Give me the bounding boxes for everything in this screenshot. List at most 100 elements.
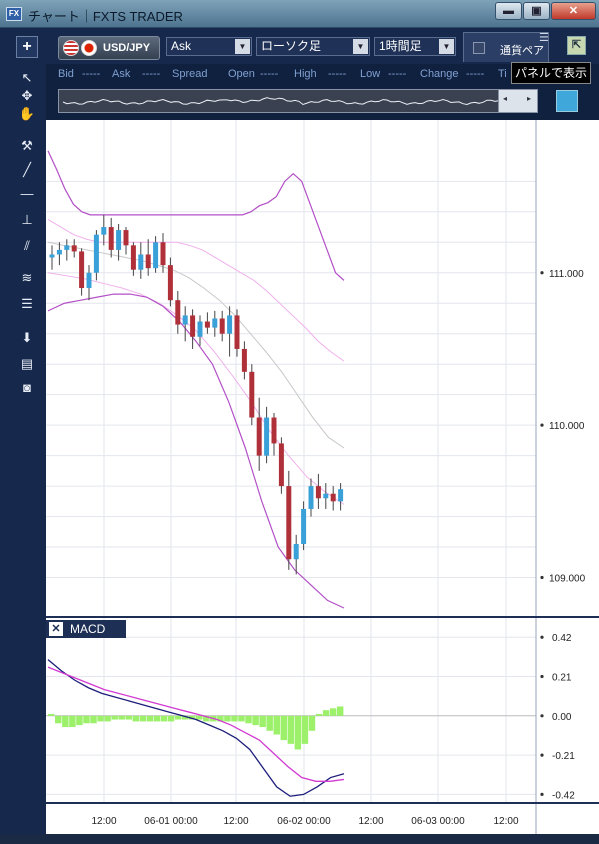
candle-body — [138, 254, 144, 270]
histogram-bar — [287, 715, 295, 744]
x-tick-label: 12:00 — [91, 816, 116, 827]
candle-body — [212, 318, 218, 328]
open-label: Open — [228, 68, 255, 80]
panel-checkbox[interactable] — [473, 42, 485, 54]
menu-icon[interactable]: ☰ — [539, 32, 549, 44]
x-tick-label: 12:00 — [358, 816, 383, 827]
candle-body — [264, 417, 270, 456]
histogram-bar — [336, 706, 344, 716]
scroll-right-icon[interactable]: ▸ — [527, 94, 532, 103]
fibonacci-icon[interactable]: ☰ — [21, 296, 33, 311]
candle-body — [145, 254, 151, 269]
y-tick-label: 0.00 — [552, 712, 572, 723]
y-tick-label: 109.000 — [549, 574, 586, 585]
candle-body — [286, 486, 292, 560]
candle-body — [256, 417, 262, 456]
histogram-bar — [196, 715, 203, 720]
candle-body — [197, 321, 203, 337]
chart-type-select[interactable]: ローソク足 ▼ — [256, 37, 370, 56]
fan-icon[interactable]: ≋ — [21, 270, 33, 285]
low-value: ----- — [388, 68, 407, 80]
histogram-bar — [90, 715, 97, 724]
histogram-bar — [97, 715, 104, 722]
navigator-line — [62, 97, 508, 106]
y-tick-mark — [540, 792, 544, 796]
t-line-icon[interactable]: ⊥ — [21, 212, 33, 227]
x-tick-label: 06-02 00:00 — [277, 816, 331, 827]
hand-icon[interactable]: ✋ — [18, 106, 36, 121]
candle-body — [227, 315, 233, 334]
minimize-button[interactable]: ▬ — [495, 2, 522, 20]
currency-pair-label: USD/JPY — [103, 42, 151, 54]
side-select-value: Ask — [171, 39, 192, 53]
histogram-bar — [153, 715, 161, 722]
candle-body — [315, 486, 321, 499]
candle-body — [49, 254, 55, 258]
quote-row: Bid ----- Ask ----- Spread Open ----- Hi… — [46, 64, 599, 84]
histogram-bar — [280, 715, 288, 741]
maximize-button[interactable]: ▣ — [523, 2, 550, 20]
camera-icon[interactable]: ◙ — [23, 380, 31, 395]
histogram-bar — [231, 715, 238, 722]
candle-body — [101, 227, 107, 235]
candle-body — [116, 230, 122, 250]
macd-title: MACD — [70, 622, 106, 636]
add-chart-button[interactable]: + — [16, 36, 38, 58]
download-icon[interactable]: ⬇ — [21, 330, 33, 345]
histogram-bar — [160, 715, 168, 722]
price-chart[interactable]: 111.000 110.000 109.000 — [46, 120, 599, 616]
candle-body — [175, 300, 181, 325]
candle-body — [130, 245, 136, 270]
histogram-bar — [252, 715, 259, 726]
crosshair-icon[interactable]: ✥ — [21, 88, 33, 103]
ask-value: ----- — [142, 68, 161, 80]
candle-body — [204, 321, 210, 328]
scroll-left-icon[interactable]: ◂ — [503, 94, 508, 103]
candle-body — [271, 417, 277, 444]
horizontal-line-icon[interactable]: — — [20, 186, 34, 201]
candle-body — [86, 272, 92, 288]
histogram-bar — [273, 715, 280, 735]
list-icon[interactable]: ▤ — [20, 356, 34, 371]
period-select[interactable]: 1時間足 ▼ — [374, 37, 456, 56]
navigator-scroll[interactable]: ◂ ▸ — [498, 89, 538, 113]
chevron-down-icon: ▼ — [235, 39, 250, 54]
time-label: Ti — [498, 68, 507, 80]
snapshot-icon[interactable] — [556, 90, 578, 112]
side-select[interactable]: Ask ▼ — [166, 37, 252, 56]
hammer-icon[interactable]: ⚒ — [21, 138, 33, 153]
change-value: ----- — [466, 68, 485, 80]
candle-body — [190, 315, 196, 337]
histogram-bar — [118, 715, 125, 720]
candle-body — [167, 265, 173, 301]
tooltip: パネルで表示 — [511, 62, 591, 84]
y-tick-mark — [540, 674, 544, 679]
undock-button[interactable]: ⇱ — [567, 36, 586, 55]
x-tick-label: 06-01 00:00 — [144, 816, 198, 827]
navigator-overview[interactable] — [58, 89, 538, 113]
candle-body — [278, 443, 284, 487]
jp-flag-icon — [81, 40, 97, 56]
y-tick-label: 0.42 — [552, 633, 572, 644]
macd-close-icon[interactable]: ✕ — [49, 622, 63, 636]
y-tick-label: -0.42 — [552, 790, 575, 801]
channel-icon[interactable]: ⫽ — [24, 238, 30, 253]
macd-chart[interactable]: 0.42 0.21 0.00 -0.21 -0.42 ✕ MACD — [46, 616, 599, 802]
currency-pair-button[interactable]: USD/JPY — [58, 36, 160, 60]
change-label: Change — [420, 68, 459, 80]
y-tick-mark — [540, 423, 544, 427]
trendline-icon[interactable]: ╱ — [23, 162, 31, 177]
pointer-icon[interactable]: ↖ — [21, 70, 33, 85]
series-band-upper-1 — [47, 218, 345, 362]
candle-body — [64, 245, 70, 250]
candle-body — [293, 544, 299, 560]
high-value: ----- — [328, 68, 347, 80]
close-button[interactable]: ✕ — [551, 2, 596, 20]
candle-body — [123, 230, 129, 246]
currency-panel-tab[interactable]: 通貨ペア — [463, 32, 549, 62]
histogram-bar — [224, 715, 231, 722]
histogram-bar — [329, 708, 337, 716]
histogram-bar — [322, 710, 330, 716]
price-chart-svg: 111.000 110.000 109.000 — [46, 120, 586, 616]
chart-toolbar: + USD/JPY Ask ▼ ローソク足 ▼ 1時間足 ▼ 通貨ペア — [0, 28, 599, 64]
